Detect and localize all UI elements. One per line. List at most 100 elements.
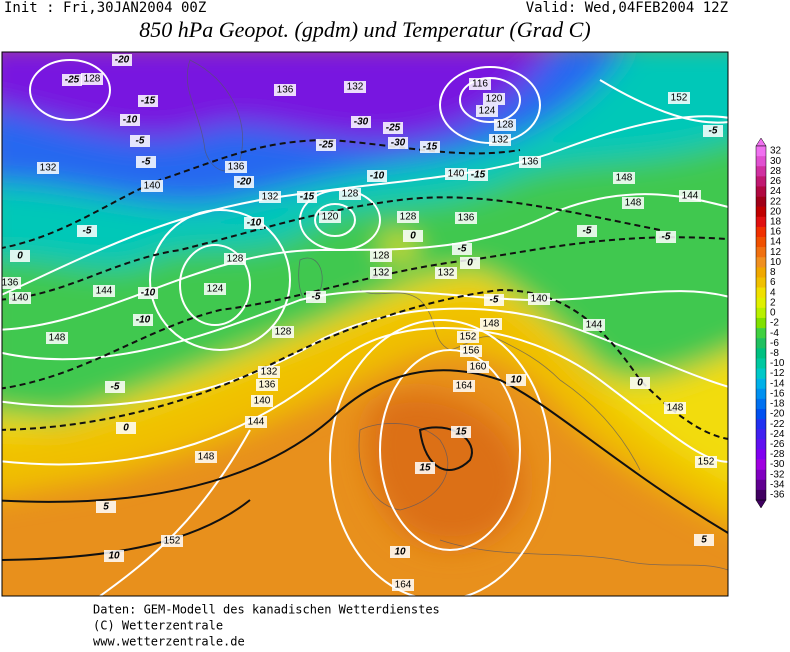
label-box — [452, 243, 472, 255]
label-box — [344, 81, 366, 93]
label-box — [225, 161, 247, 173]
label-box — [224, 253, 246, 265]
temperature-label: -5 — [83, 226, 92, 237]
geopotential-label: 140 — [12, 293, 29, 304]
scale-label: 2 — [770, 297, 776, 308]
scale-label: -36 — [770, 490, 785, 501]
temperature-contours — [2, 138, 728, 440]
scale-swatch — [756, 226, 766, 238]
temperature-label: 15 — [455, 427, 467, 438]
label-box — [445, 168, 467, 180]
label-box — [415, 462, 435, 474]
scale-label: -16 — [770, 388, 785, 399]
scale-swatch — [756, 429, 766, 440]
geopotential-label: 152 — [164, 536, 181, 547]
temperature-label: 5 — [103, 502, 109, 513]
temperature-label: -15 — [471, 170, 486, 181]
scale-swatch — [756, 267, 766, 278]
temperature-label: -10 — [136, 315, 151, 326]
temperature-label: -10 — [247, 218, 262, 229]
scale-swatch — [756, 368, 766, 379]
temperature-label: -25 — [386, 123, 401, 134]
geopotential-label: 148 — [625, 198, 642, 209]
label-box — [577, 225, 597, 237]
scale-label: 32 — [770, 146, 782, 157]
map-frame — [1, 51, 729, 597]
valid-time: Valid: Wed,04FEB2004 12Z — [526, 0, 728, 16]
temperature-label: -5 — [142, 157, 151, 168]
scale-label: -34 — [770, 479, 785, 490]
label-box — [420, 141, 440, 153]
label-box — [138, 95, 158, 107]
scale-label: -22 — [770, 419, 785, 430]
geopotential-label: 144 — [248, 417, 265, 428]
label-box — [397, 211, 419, 223]
scale-swatch — [756, 398, 766, 410]
temperature-label: 15 — [419, 463, 431, 474]
label-box — [251, 395, 273, 407]
label-box — [244, 217, 264, 229]
temperature-label: -10 — [370, 171, 385, 182]
label-box — [195, 451, 217, 463]
label-box — [656, 231, 676, 243]
label-box — [96, 501, 116, 513]
geopotential-label: 136 — [228, 162, 245, 173]
geopotential-label: 136 — [458, 213, 475, 224]
label-box — [390, 546, 410, 558]
label-box — [370, 250, 392, 262]
geopotential-label: 128 — [84, 74, 101, 85]
scale-label: 22 — [770, 196, 782, 207]
scale-swatch — [756, 237, 766, 248]
label-box — [9, 292, 31, 304]
label-box — [259, 191, 281, 203]
scale-swatch — [756, 166, 766, 177]
scale-arrow-top — [755, 137, 767, 147]
geopotential-label: 144 — [96, 286, 113, 297]
scale-swatch — [756, 206, 766, 218]
label-box — [668, 92, 690, 104]
label-box — [319, 211, 341, 223]
scale-label: -6 — [770, 338, 779, 349]
scale-label: -12 — [770, 368, 785, 379]
label-box — [116, 422, 136, 434]
label-box — [453, 380, 475, 392]
temperature-label: 5 — [701, 535, 707, 546]
temperature-label: 0 — [467, 258, 473, 269]
label-box — [133, 314, 153, 326]
temperature-label: -5 — [709, 126, 718, 137]
geopotential-label: 128 — [275, 327, 292, 338]
scale-swatch — [756, 348, 766, 359]
label-box — [351, 116, 371, 128]
temperature-label: -15 — [300, 192, 315, 203]
geopotential-label: 132 — [438, 268, 455, 279]
label-box — [388, 137, 408, 149]
temperature-label: 10 — [510, 375, 522, 386]
geopotential-label: 136 — [522, 157, 539, 168]
geopotential-label: 128 — [400, 212, 417, 223]
scale-arrow-bottom — [755, 499, 767, 509]
scale-label: -4 — [770, 328, 779, 339]
temperature-solid — [2, 369, 728, 561]
scale-swatch — [756, 257, 766, 268]
geopotential-label: 140 — [254, 396, 271, 407]
label-box — [528, 293, 550, 305]
label-box — [664, 402, 686, 414]
scale-swatch — [756, 338, 766, 349]
label-box — [104, 550, 124, 562]
label-box — [506, 374, 526, 386]
temperature-label: -5 — [136, 136, 145, 147]
scale-label: 8 — [770, 267, 776, 278]
scale-label: -30 — [770, 459, 785, 470]
scale-label: 20 — [770, 206, 782, 217]
scale-label: 26 — [770, 176, 782, 187]
scale-label: 24 — [770, 186, 782, 197]
scale-swatch — [756, 419, 766, 430]
label-box — [370, 267, 392, 279]
temperature-label: -10 — [141, 288, 156, 299]
footer-line: www.wetterzentrale.de — [93, 635, 245, 649]
scale-label: -20 — [770, 409, 785, 420]
scale-swatch — [756, 439, 766, 450]
label-box — [455, 212, 477, 224]
